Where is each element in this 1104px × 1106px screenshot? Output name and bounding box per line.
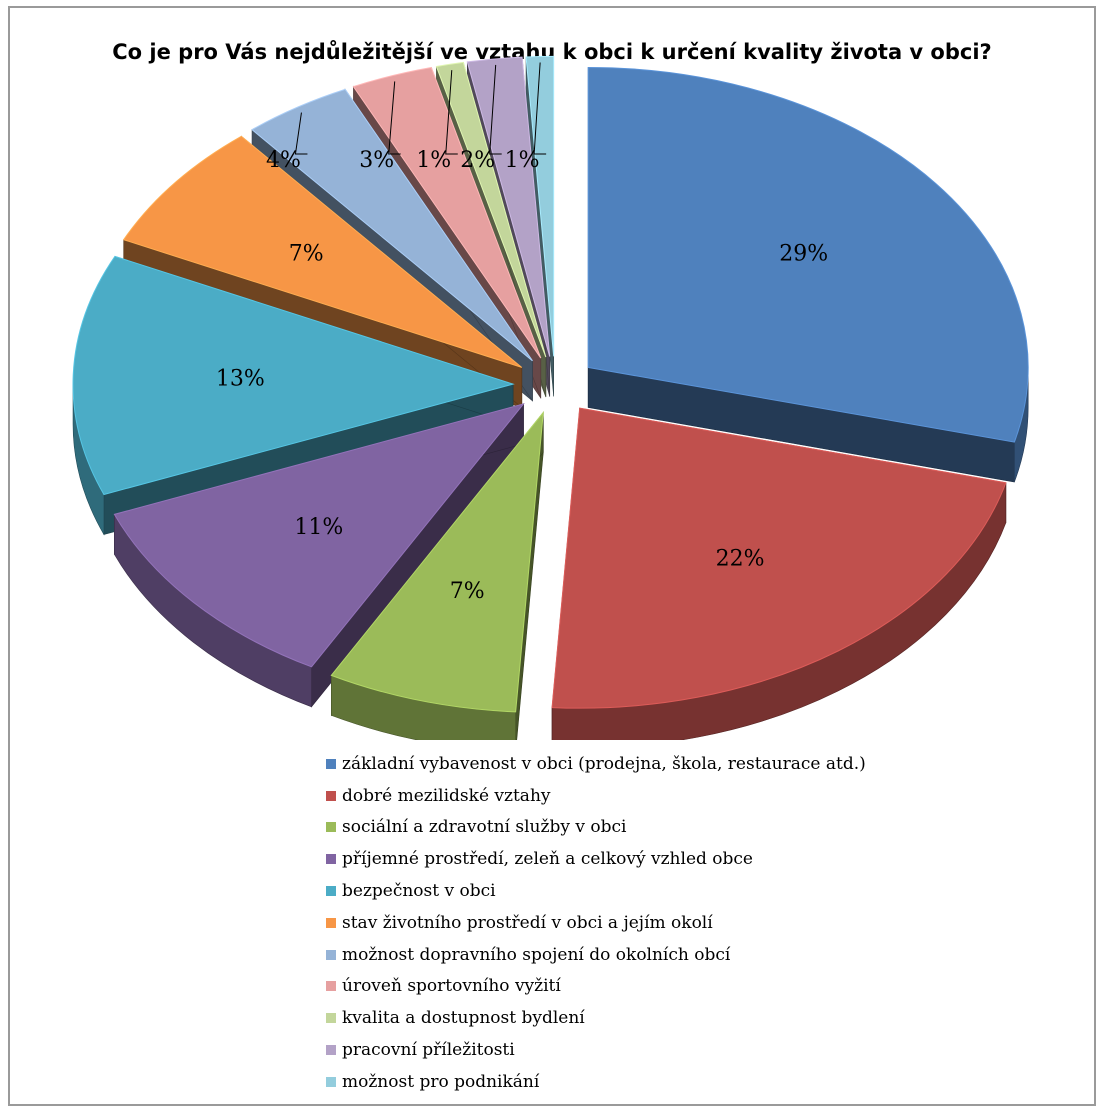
- data-label-8: 3%: [359, 148, 394, 173]
- pie-slice-2-top: [551, 407, 1007, 709]
- pie-slice-9-top: [435, 61, 547, 358]
- legend-label-4: příjemné prostředí, zeleň a celkový vzhl…: [342, 849, 753, 870]
- leader-line-7: [294, 112, 308, 155]
- leader-line-8: [388, 81, 401, 155]
- legend-label-11: možnost pro podnikání: [342, 1071, 540, 1092]
- data-label-9: 1%: [416, 148, 451, 173]
- legend-label-3: sociální a zdravotní služby v obci: [342, 817, 627, 838]
- legend-item-2: dobré mezilidské vztahy: [326, 780, 866, 812]
- pie-slice-11-top: [525, 55, 555, 357]
- pie-slice-6-top: [122, 135, 523, 368]
- data-label-7: 4%: [266, 148, 301, 173]
- data-label-2: 22%: [716, 547, 765, 572]
- legend-swatch-6: [326, 917, 336, 928]
- legend-item-9: kvalita a dostupnost bydlení: [326, 1002, 866, 1034]
- pie-slice-3-top: [330, 410, 544, 713]
- chart-legend: základní vybavenost v obci (prodejna, šk…: [326, 748, 866, 1098]
- legend-label-2: dobré mezilidské vztahy: [342, 785, 551, 806]
- pie-slice-10-top: [466, 56, 551, 357]
- legend-label-6: stav životního prostředí v obci a jejím …: [342, 912, 713, 933]
- pie-slice-3: [330, 410, 544, 740]
- legend-item-4: příjemné prostředí, zeleň a celkový vzhl…: [326, 843, 866, 875]
- pie-slice-1: [587, 66, 1029, 483]
- pie-slice-4-top: [113, 403, 525, 668]
- data-label-1: 29%: [779, 241, 828, 266]
- legend-item-5: bezpečnost v obci: [326, 875, 866, 907]
- legend-swatch-10: [326, 1045, 336, 1056]
- legend-label-1: základní vybavenost v obci (prodejna, šk…: [342, 753, 866, 774]
- pie-slice-1-top: [587, 66, 1029, 443]
- legend-swatch-4: [326, 854, 336, 865]
- data-label-11: 1%: [505, 148, 540, 173]
- legend-swatch-1: [326, 758, 336, 769]
- pie-slice-4: [113, 403, 525, 708]
- legend-swatch-5: [326, 886, 336, 897]
- data-label-5: 13%: [216, 366, 265, 391]
- legend-swatch-9: [326, 1013, 336, 1024]
- legend-swatch-2: [326, 790, 336, 801]
- pie-slice-8-top: [352, 66, 542, 359]
- legend-swatch-8: [326, 981, 336, 992]
- pie-slice-11: [525, 55, 555, 397]
- legend-label-9: kvalita a dostupnost bydlení: [342, 1008, 585, 1029]
- data-label-6: 7%: [289, 241, 324, 266]
- legend-item-1: základní vybavenost v obci (prodejna, šk…: [326, 748, 866, 780]
- leader-line-10: [489, 64, 502, 155]
- legend-item-10: pracovní příležitosti: [326, 1034, 866, 1066]
- legend-label-10: pracovní příležitosti: [342, 1040, 515, 1061]
- pie-slice-7-top: [251, 88, 533, 362]
- legend-swatch-7: [326, 949, 336, 960]
- legend-swatch-3: [326, 822, 336, 833]
- legend-label-7: možnost dopravního spojení do okolních o…: [342, 944, 731, 965]
- legend-label-5: bezpečnost v obci: [342, 881, 496, 902]
- data-label-10: 2%: [460, 148, 495, 173]
- leader-line-9: [445, 70, 458, 155]
- legend-item-8: úroveň sportovního vyžití: [326, 971, 866, 1003]
- legend-swatch-11: [326, 1076, 336, 1087]
- leader-line-11: [533, 62, 547, 155]
- data-label-4: 11%: [294, 515, 343, 540]
- pie-slice-2: [551, 407, 1007, 740]
- legend-item-3: sociální a zdravotní služby v obci: [326, 812, 866, 844]
- legend-item-11: možnost pro podnikání: [326, 1066, 866, 1098]
- legend-label-8: úroveň sportovního vyžití: [342, 976, 561, 997]
- legend-item-6: stav životního prostředí v obci a jejím …: [326, 907, 866, 939]
- pie-chart: 29% 22% 7% 11% 13% 7% 4% 3% 1% 2% 1%: [72, 55, 1029, 740]
- data-label-3: 7%: [450, 579, 485, 604]
- pie-slice-5-top: [72, 255, 515, 496]
- legend-item-7: možnost dopravního spojení do okolních o…: [326, 939, 866, 971]
